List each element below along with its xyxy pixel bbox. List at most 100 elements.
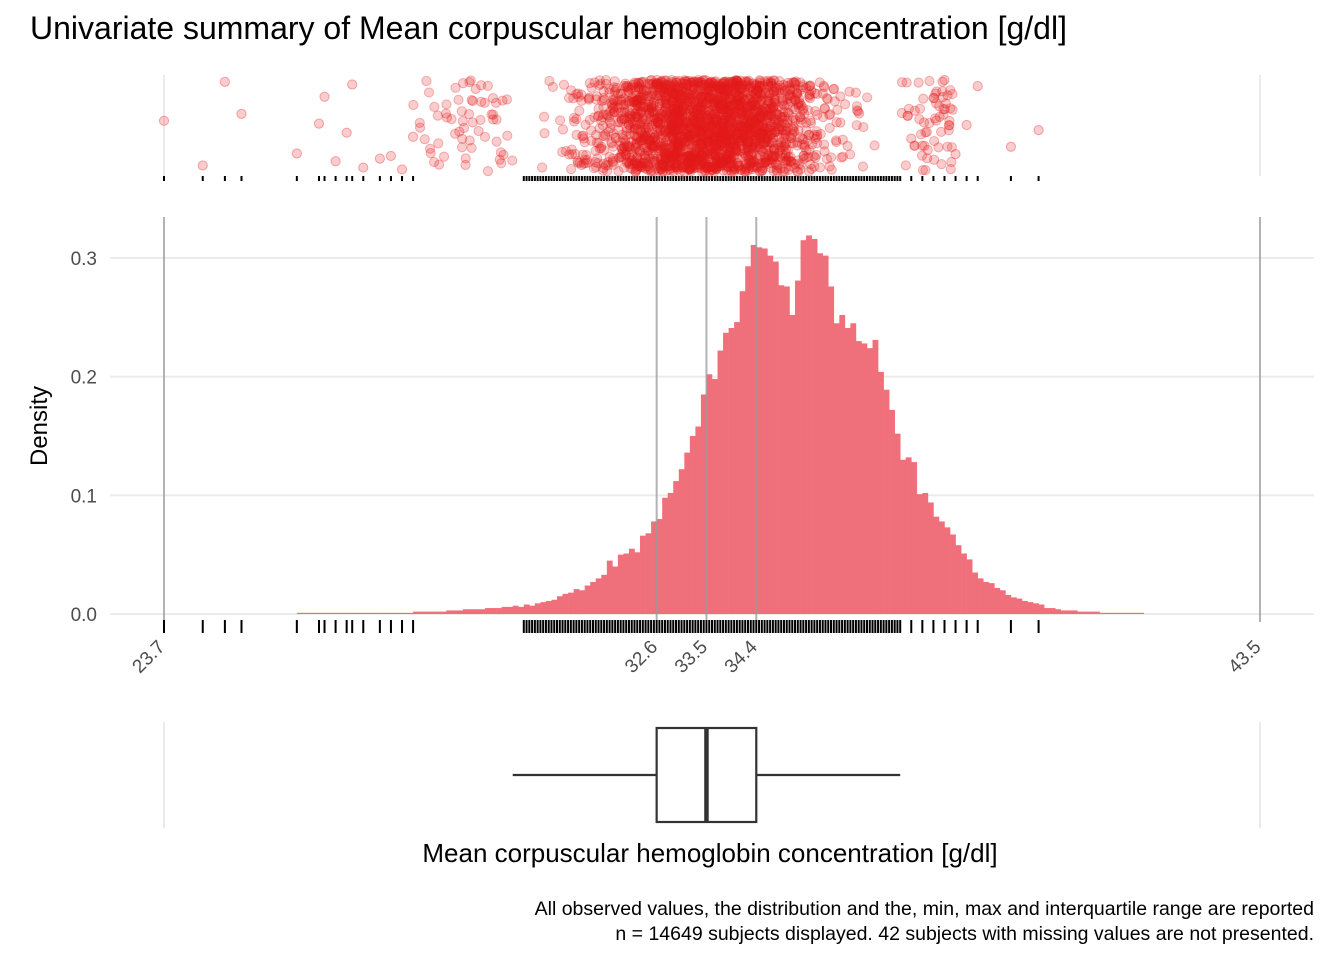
jitter-point [681,87,692,98]
jitter-point [649,154,660,165]
jitter-point [680,136,691,147]
jitter-point [647,141,659,152]
jitter-point [319,91,330,102]
jitter-point [745,91,757,102]
jitter-point [745,149,756,161]
jitter-point [684,155,696,166]
jitter-point [727,83,738,94]
jitter-point [718,118,730,129]
jitter-point [734,120,745,131]
jitter-point [629,77,640,88]
jitter-point [798,150,809,161]
jitter-point [666,74,677,86]
jitter-point [750,92,761,103]
jitter-point [663,127,674,138]
jitter-point [655,119,666,130]
jitter-point [726,153,737,164]
jitter-point [622,106,634,117]
jitter-point [836,152,847,163]
jitter-point [739,124,750,136]
jitter-point [617,129,628,140]
jitter-point [702,86,714,97]
jitter-point [742,129,753,141]
histogram-bar [988,583,995,614]
jitter-point [640,115,651,127]
jitter-point [729,111,740,123]
jitter-point [929,135,940,147]
jitter-point [693,102,704,113]
jitter-point [768,151,779,162]
jitter-point [746,164,758,175]
jitter-point [722,86,733,97]
jitter-point [700,165,711,176]
jitter-point [648,89,660,101]
jitter-point [730,87,741,98]
jitter-point [652,118,664,129]
jitter-point [642,122,654,133]
jitter-point [655,125,666,137]
jitter-point [701,114,712,125]
jitter-point [602,160,614,171]
histogram-bar [894,433,901,614]
jitter-point [744,119,755,130]
histogram-bar [313,612,320,614]
jitter-point [669,125,680,136]
jitter-point [739,95,750,106]
jitter-point [664,147,675,159]
jitter-point [698,84,710,95]
jitter-point [739,166,751,177]
histogram-bar [878,371,884,614]
jitter-point [661,109,672,120]
jitter-point [715,109,726,120]
jitter-point [741,120,752,131]
jitter-point [668,145,680,156]
jitter-point [600,78,612,89]
histogram-bar [557,596,563,614]
jitter-point [776,137,787,148]
jitter-point [713,145,724,156]
jitter-point [695,149,707,160]
jitter-point [695,137,706,148]
jitter-point [748,116,759,127]
jitter-point [770,121,781,132]
jitter-point [700,136,711,147]
jitter-point [670,121,681,132]
jitter-point [700,98,711,109]
jitter-point [539,128,550,139]
jitter-point [785,151,796,162]
histogram-bar [1121,612,1128,614]
jitter-point [913,77,924,88]
jitter-point [497,95,508,106]
histogram-bar [1116,612,1122,614]
jitter-point [658,143,669,154]
jitter-point [691,139,702,151]
jitter-point [667,77,678,88]
jitter-point [677,122,688,133]
jitter-point [715,160,726,172]
jitter-point [776,112,787,123]
jitter-point [627,159,638,170]
jitter-point [725,137,736,148]
jitter-point [713,94,724,105]
jitter-point [686,90,698,101]
jitter-point [648,139,659,150]
jitter-point [766,127,777,138]
jitter-point [819,82,830,93]
jitter-point [669,158,681,169]
jitter-point [374,153,385,164]
jitter-point [666,99,677,110]
jitter-point [630,108,641,119]
jitter-point [850,87,861,98]
jitter-point [732,120,744,131]
jitter-point [456,142,468,153]
jitter-point [717,88,728,99]
jitter-point [755,82,766,94]
jitter-point [610,85,621,96]
jitter-point [576,159,587,171]
jitter-point [766,157,777,168]
jitter-point [742,93,754,104]
jitter-point [743,135,754,147]
jitter-point [734,84,745,95]
jitter-point [640,125,652,136]
jitter-point [407,131,419,142]
